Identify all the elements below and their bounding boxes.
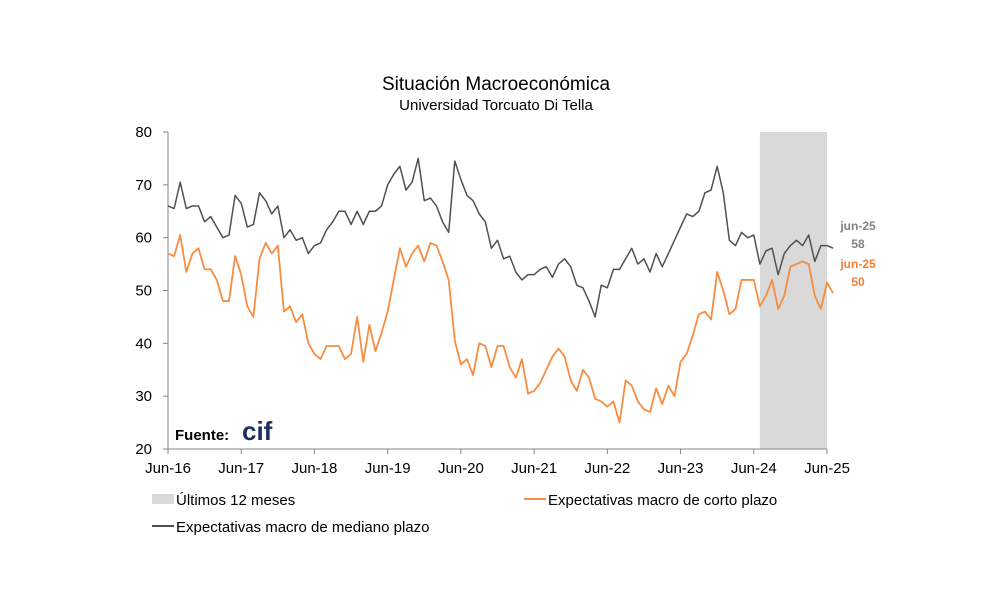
axes — [167, 132, 827, 450]
x-tick-label: Jun-17 — [218, 460, 264, 477]
x-tick-label: Jun-25 — [804, 460, 850, 477]
x-tick-label: Jun-24 — [731, 460, 777, 477]
series-line-medium-term — [167, 157, 834, 318]
source-note: Fuente: cif — [175, 416, 273, 446]
y-tick-label: 20 — [135, 441, 152, 458]
end-label-short-value: 50 — [851, 275, 865, 289]
y-tick-label: 30 — [135, 388, 152, 405]
y-tick-label: 50 — [135, 283, 152, 300]
x-tick-label: Jun-22 — [584, 460, 630, 477]
legend-item-short-term: Expectativas macro de corto plazo — [524, 492, 777, 509]
legend-label-short-term: Expectativas macro de corto plazo — [548, 492, 777, 509]
x-tick-label: Jun-21 — [511, 460, 557, 477]
source-label: Fuente: — [175, 427, 229, 444]
end-label-medium-value: 58 — [851, 237, 865, 251]
x-tick-label: Jun-20 — [438, 460, 484, 477]
x-tick-label: Jun-18 — [292, 460, 338, 477]
legend-label-medium-term: Expectativas macro de mediano plazo — [176, 519, 429, 536]
x-ticks: Jun-16 Jun-17 Jun-18 Jun-19 Jun-20 Jun-21 Jun-… — [145, 449, 850, 477]
legend-swatch-shade — [152, 494, 174, 504]
legend-item-medium-term: Expectativas macro de mediano plazo — [152, 519, 429, 536]
y-tick-label: 70 — [135, 177, 152, 194]
x-tick-label: Jun-16 — [145, 460, 191, 477]
cif-logo: cif — [242, 416, 273, 446]
end-label-short: jun-25 50 — [839, 257, 876, 289]
y-tick-label: 80 — [135, 124, 152, 141]
y-tick-label: 40 — [135, 335, 152, 352]
y-tick-label: 60 — [135, 230, 152, 247]
legend-label-shade: Últimos 12 meses — [176, 492, 295, 509]
chart-subtitle: Universidad Torcuato Di Tella — [399, 97, 593, 114]
series-line-short-term — [167, 234, 834, 424]
x-tick-label: Jun-23 — [658, 460, 704, 477]
y-ticks: 20 30 40 50 60 70 80 — [135, 124, 168, 458]
legend: Últimos 12 meses Expectativas macro de c… — [152, 492, 777, 536]
chart-title: Situación Macroeconómica — [382, 74, 611, 95]
legend-item-shade: Últimos 12 meses — [152, 492, 295, 509]
end-label-medium-date: jun-25 — [839, 219, 876, 233]
x-tick-label: Jun-19 — [365, 460, 411, 477]
last-12-months-band — [759, 132, 827, 449]
end-label-medium: jun-25 58 — [839, 219, 876, 251]
end-label-short-date: jun-25 — [839, 257, 876, 271]
